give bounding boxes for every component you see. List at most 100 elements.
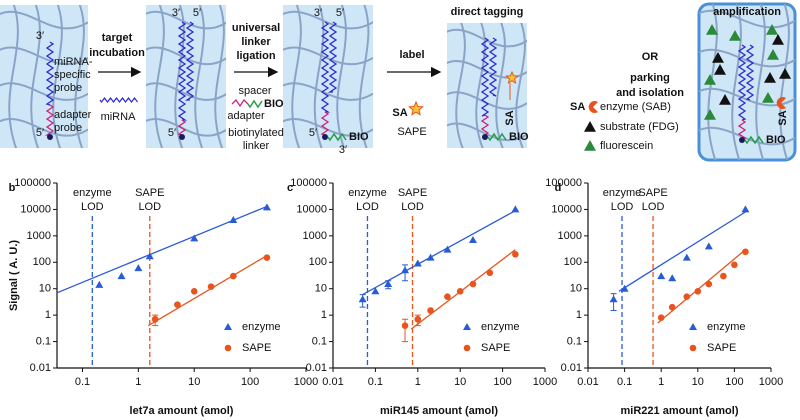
mesh-line [0, 118, 88, 137]
label: amplification [713, 6, 781, 18]
linker-strand [327, 132, 347, 142]
adapter-strand [177, 119, 187, 136]
fluorescein-icon [767, 49, 779, 60]
fit-line [362, 210, 516, 296]
point [511, 205, 520, 213]
point [741, 205, 750, 213]
point [426, 253, 435, 261]
probe-strand [320, 21, 331, 113]
point [668, 274, 677, 282]
label: BIO [509, 131, 529, 143]
lod-label: LOD [611, 201, 634, 213]
label: biotinylated [228, 127, 284, 139]
point [609, 295, 618, 303]
y-tick-label: 100 [33, 256, 51, 268]
mesh-line [174, 5, 185, 148]
anchor [179, 134, 185, 140]
x-tick-label: 1000 [294, 376, 318, 388]
mesh-line [291, 5, 302, 148]
legend-marker [689, 344, 697, 352]
target-strand [488, 37, 498, 97]
point [468, 235, 477, 243]
background-mesh [0, 5, 88, 148]
point [657, 314, 665, 322]
x-tick-label: 10 [454, 376, 466, 388]
point [190, 234, 199, 242]
probe-strand [177, 21, 188, 121]
substrate-icon [719, 94, 731, 105]
label: enzyme (SAB) [600, 101, 671, 113]
y-tick-label: 1 [45, 309, 51, 321]
point [190, 287, 198, 295]
fluorescein-icon [704, 74, 716, 85]
y-tick-label: 10000 [296, 203, 327, 215]
adapter-strand [480, 114, 490, 136]
fit-line [657, 249, 746, 324]
point [704, 242, 713, 250]
lod-label: SAPE [398, 187, 427, 199]
point [620, 284, 629, 292]
point [229, 215, 238, 223]
mesh-line [283, 46, 373, 65]
x-tick-label: 10 [692, 376, 704, 388]
label: adapter [227, 110, 265, 122]
adapter-strand [231, 98, 249, 108]
enzyme-icon [776, 97, 786, 109]
point [262, 203, 271, 211]
legend-label: SAPE [481, 342, 510, 354]
fluorescein-icon [762, 92, 774, 103]
mesh-line [699, 87, 795, 107]
fit-line [147, 254, 268, 327]
point [401, 266, 410, 274]
point [384, 280, 393, 288]
label: c [287, 182, 293, 194]
point [742, 248, 749, 256]
point [720, 272, 727, 280]
point [207, 283, 215, 290]
y-tick-label: 0.01 [561, 362, 582, 374]
point [117, 272, 126, 280]
label: BIO [264, 98, 284, 110]
x-tick-label: 100 [241, 376, 259, 388]
label: specific [54, 69, 91, 81]
label: let7a amount (amol) [130, 405, 234, 417]
mesh-line [30, 5, 41, 148]
lod-label: LOD [642, 201, 665, 213]
label: miR221 amount (amol) [621, 405, 739, 417]
mesh-line [74, 5, 85, 148]
linker-strand [247, 99, 263, 109]
label: linker [243, 140, 270, 152]
lod-label: enzyme [348, 187, 387, 199]
point [427, 307, 434, 314]
mesh-line [707, 4, 720, 160]
y-tick-label: 10 [570, 283, 582, 295]
adapter-strand [737, 119, 748, 139]
x-tick-label: 1 [658, 376, 664, 388]
y-tick-label: 0.1 [567, 335, 582, 347]
point [134, 264, 143, 272]
panel-box [283, 5, 373, 148]
y-tick-label: 1000 [27, 230, 51, 242]
point [682, 253, 691, 261]
label: SA [392, 107, 407, 119]
mesh-line [154, 5, 165, 148]
point [444, 293, 451, 300]
fluorescein-icon [584, 140, 596, 151]
label: b [9, 182, 16, 194]
x-tick-label: 1000 [759, 376, 783, 388]
label: substrate (FDG) [600, 121, 679, 133]
mesh-line [214, 5, 225, 148]
point [401, 322, 409, 329]
y-tick-label: 10000 [551, 203, 582, 215]
label: 3′ [172, 7, 180, 19]
y-axis-title: Signal ( A. U.) [8, 240, 20, 311]
point [683, 293, 691, 300]
panel-box [697, 2, 797, 162]
anchor [482, 134, 488, 140]
x-tick-label: 0.01 [577, 376, 598, 388]
x-tick-label: 0.01 [322, 376, 343, 388]
x-tick-label: 0.1 [617, 376, 632, 388]
legend-label: enzyme [707, 321, 746, 333]
point [263, 254, 271, 261]
y-tick-label: 0.01 [306, 362, 327, 374]
